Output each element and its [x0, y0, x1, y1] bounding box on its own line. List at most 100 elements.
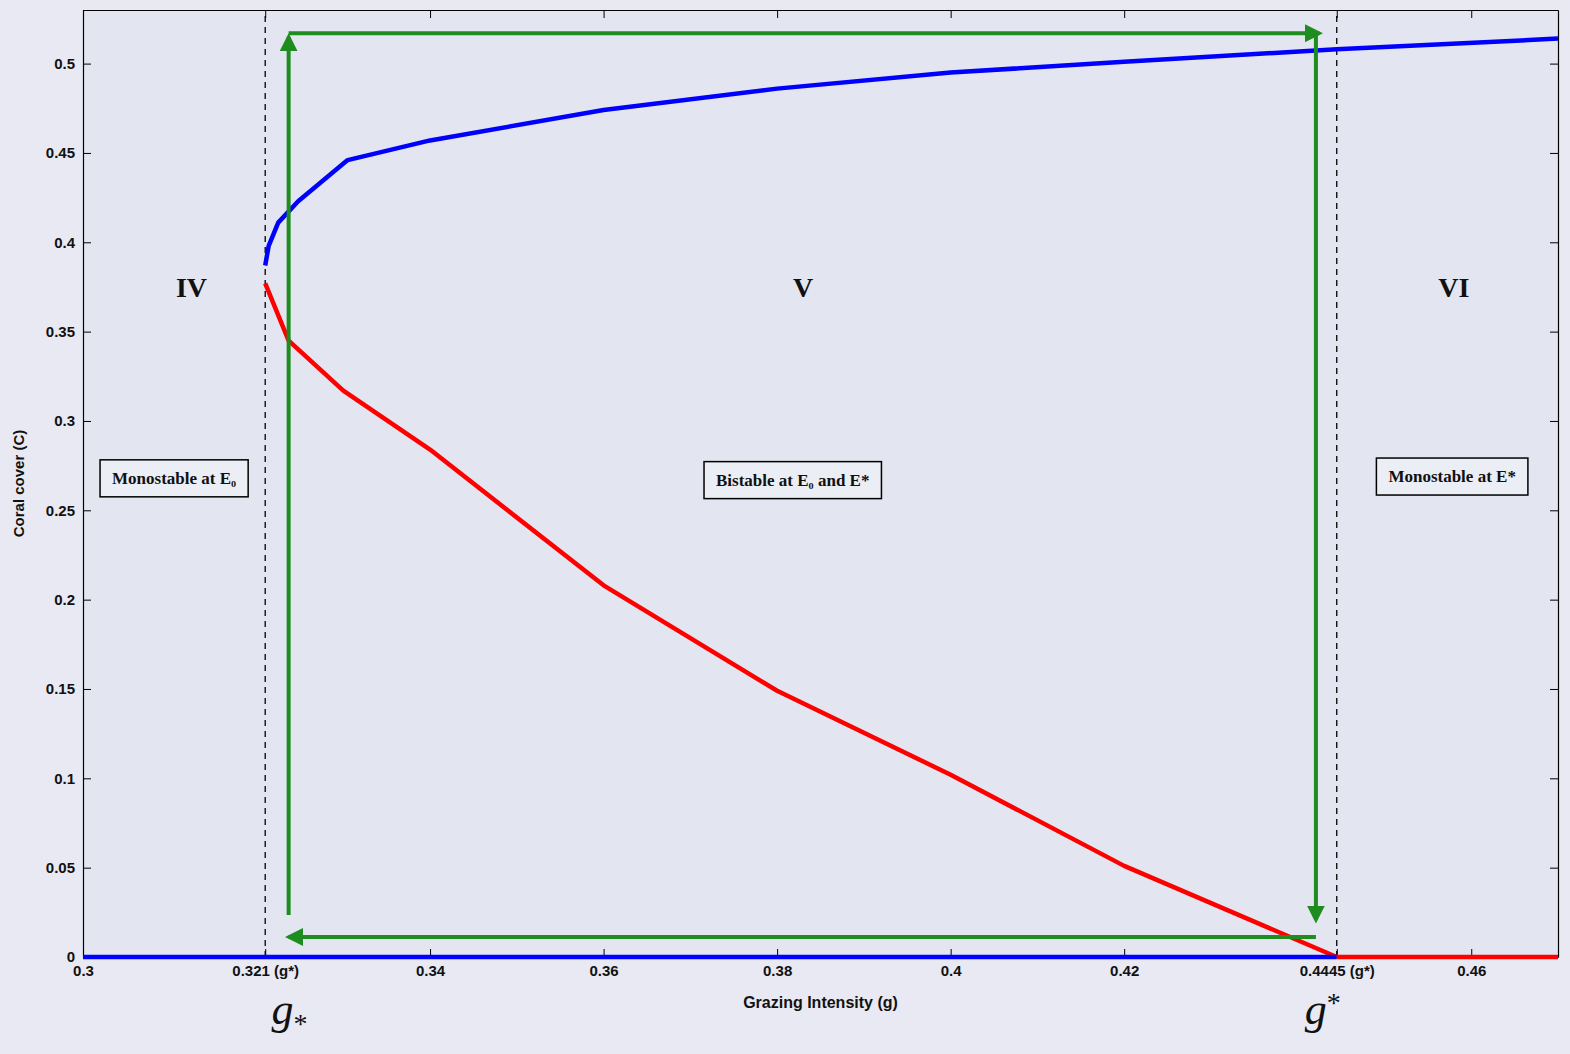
hysteresis-arrow: [289, 31, 1320, 35]
state-box-frame: [1376, 458, 1528, 495]
region-label: V: [793, 272, 813, 303]
tick-label: 0.42: [1110, 962, 1139, 979]
tick: 0.35: [46, 323, 91, 340]
tick: 0.34: [416, 949, 446, 979]
tick: 0.1: [54, 770, 91, 787]
state-box-label: Monostable at E₀: [112, 469, 236, 488]
tick: [1550, 332, 1558, 333]
tick-mark: [83, 510, 91, 511]
tick-mark: [83, 153, 91, 154]
state-box: Monostable at E*: [1376, 458, 1528, 495]
symbol-index: *: [294, 1008, 308, 1039]
tick: [604, 10, 605, 18]
tick: 0.05: [46, 859, 91, 876]
plot-area: [83, 10, 1558, 957]
state-box: Monostable at E₀: [100, 460, 248, 497]
tick-label: 0.15: [46, 680, 75, 697]
state-box-line: Monostable at E*: [1388, 467, 1516, 486]
tick-label: 0.34: [416, 962, 446, 979]
axis-x: 0.30.321 (g*)0.340.360.380.40.420.4445 (…: [73, 949, 1558, 979]
tick-mark: [430, 10, 431, 18]
tick-label: 0.1: [54, 770, 75, 787]
axis-y: [1550, 11, 1559, 958]
region-label: IV: [176, 272, 207, 303]
chart: 0.30.321 (g*)0.340.360.380.40.420.4445 (…: [0, 0, 1570, 1054]
tick-mark: [1550, 332, 1558, 333]
tick-mark: [83, 332, 91, 333]
tick-mark: [1550, 689, 1558, 690]
tick-label: 0.3: [54, 412, 75, 429]
tick-mark: [604, 10, 605, 18]
tick-mark: [1550, 868, 1558, 869]
tick-mark: [83, 689, 91, 690]
tick: [1550, 421, 1558, 422]
branch-line: [265, 283, 1337, 957]
tick-mark: [777, 10, 778, 18]
tick: [1550, 600, 1558, 601]
annotations: IV V VI Monostable at E₀ Bistable at E₀ and …: [100, 272, 1528, 499]
tick: 0.38: [763, 949, 792, 979]
tick: [1550, 64, 1558, 65]
tick-label: 0.05: [46, 859, 75, 876]
tick: [1124, 10, 1125, 18]
tick: [777, 10, 778, 18]
tick-mark: [1124, 10, 1125, 18]
state-box-frame: [100, 460, 248, 497]
threshold-line: [265, 10, 266, 957]
symbol-index: *: [1327, 987, 1341, 1018]
threshold-symbol: g*: [1305, 985, 1341, 1034]
tick: 0.4: [54, 234, 91, 251]
branch-line: [83, 955, 1337, 960]
tick-mark: [1550, 242, 1558, 243]
tick: 0.46: [1457, 949, 1486, 979]
tick-label: 0.2: [54, 591, 75, 608]
axis-y: 0 0.05 0.1 0.15 0.2 0.25 0.3 0.35 0.4 0.45 0.5: [46, 11, 91, 966]
tick: 0.5: [54, 55, 91, 72]
tick-mark: [1550, 153, 1558, 154]
tick-label: 0.45: [46, 144, 75, 161]
tick-label: 0.4445 (g*): [1300, 962, 1375, 979]
tick-mark: [1550, 64, 1558, 65]
tick: [1550, 868, 1558, 869]
tick: 0.45: [46, 144, 91, 161]
tick-mark: [83, 242, 91, 243]
hysteresis-arrow: [289, 935, 1316, 939]
threshold-symbol: g*: [272, 985, 308, 1039]
tick: 0.42: [1110, 949, 1139, 979]
tick-label: 0: [67, 948, 75, 965]
branch-line: [1337, 955, 1558, 960]
axis-line: [1558, 11, 1559, 958]
tick: 0.4: [941, 949, 963, 979]
state-box-label: Bistable at E₀ and E*: [716, 471, 869, 490]
axis-line: [83, 11, 84, 958]
tick-label: 0.3: [73, 962, 94, 979]
tick-label: 0.5: [54, 55, 75, 72]
symbol-base: g: [272, 985, 294, 1034]
tick: [1550, 242, 1558, 243]
tick-mark: [83, 778, 91, 779]
branch-line: [265, 39, 1558, 266]
tick: 0.15: [46, 680, 91, 697]
tick-mark: [1550, 510, 1558, 511]
state-box: Bistable at E₀ and E*: [704, 462, 881, 499]
state-box-frame: [704, 462, 881, 499]
state-box-line: Bistable at E₀ and E*: [716, 471, 869, 490]
state-box-line: Monostable at E₀: [112, 469, 236, 488]
state-box-label: Monostable at E*: [1388, 467, 1516, 486]
tick-label: 0.35: [46, 323, 75, 340]
y-axis-title: Coral cover (C): [10, 430, 27, 538]
tick-label: 0.36: [589, 962, 618, 979]
tick: 0.2: [54, 591, 91, 608]
tick-mark: [1550, 421, 1558, 422]
hysteresis-arrow: [287, 37, 291, 915]
x-axis-title: Grazing Intensity (g): [743, 994, 898, 1011]
tick-mark: [1471, 10, 1472, 18]
tick-label: 0.25: [46, 502, 75, 519]
tick-label: 0.4: [54, 234, 76, 251]
tick-mark: [1550, 778, 1558, 779]
tick-mark: [83, 868, 91, 869]
tick: [1550, 153, 1558, 154]
tick: [1550, 778, 1558, 779]
tick-mark: [83, 421, 91, 422]
region-label: VI: [1438, 272, 1469, 303]
